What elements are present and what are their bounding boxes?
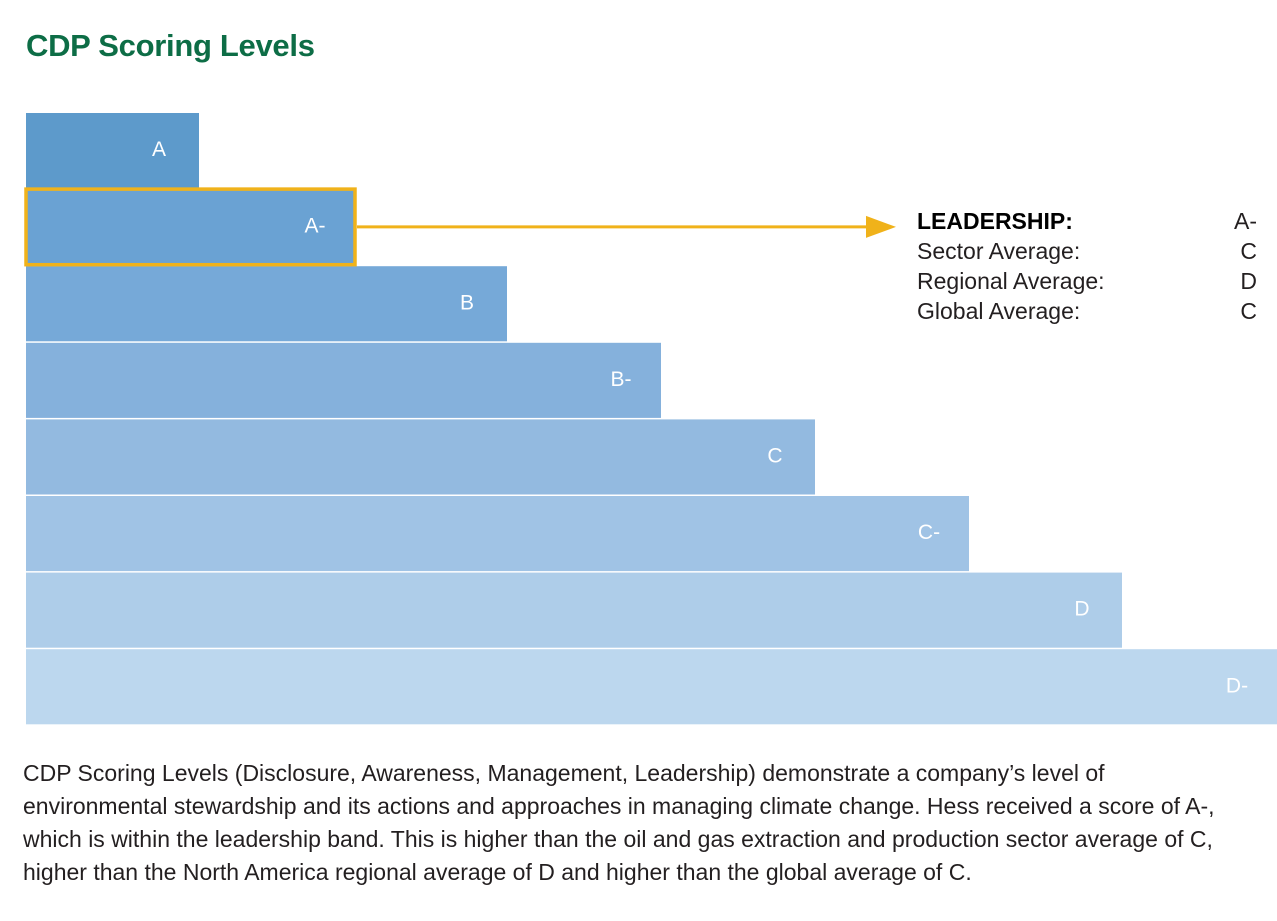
- page-title: CDP Scoring Levels: [26, 28, 315, 63]
- score-row-sector: Sector Average: C: [917, 236, 1257, 266]
- caption-text: CDP Scoring Levels (Disclosure, Awarenes…: [23, 760, 1215, 885]
- score-row-regional: Regional Average: D: [917, 266, 1257, 296]
- bar-label: C-: [918, 521, 940, 544]
- bar-d: [26, 572, 1122, 648]
- score-label: LEADERSHIP:: [917, 208, 1073, 234]
- score-row-leadership: LEADERSHIP: A-: [917, 206, 1257, 236]
- score-label: Global Average:: [917, 298, 1081, 324]
- score-value: C: [1240, 238, 1257, 264]
- scoring-levels-chart: A A- B B- C C- D D-: [24, 113, 1277, 725]
- score-value: C: [1240, 298, 1257, 324]
- bar-d-minus: [26, 649, 1277, 725]
- bar-label: D-: [1226, 674, 1248, 697]
- bar-b-minus: [26, 342, 661, 418]
- bar-c-minus: [26, 496, 969, 572]
- score-label: Sector Average:: [917, 238, 1081, 264]
- arrow-head: [866, 215, 896, 238]
- bar-c: [26, 419, 815, 495]
- score-value: D: [1240, 268, 1257, 294]
- bar-a: [26, 113, 199, 189]
- bar-label: D: [1074, 598, 1089, 621]
- bar-b: [26, 266, 507, 342]
- bar-label: B-: [611, 368, 632, 391]
- bar-label: B: [460, 291, 474, 314]
- score-label: Regional Average:: [917, 268, 1105, 294]
- bar-label: A-: [305, 215, 326, 238]
- score-row-global: Global Average: C: [917, 296, 1257, 326]
- bar-label: C: [767, 444, 782, 467]
- bar-label: A: [152, 138, 166, 161]
- highlight-box: [24, 187, 357, 267]
- score-value: A-: [1234, 208, 1257, 234]
- score-summary: LEADERSHIP: A- Sector Average: C Regiona…: [917, 206, 1257, 326]
- bar-a-minus: [26, 189, 355, 265]
